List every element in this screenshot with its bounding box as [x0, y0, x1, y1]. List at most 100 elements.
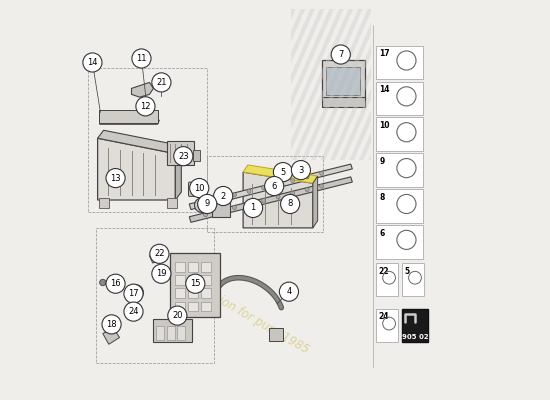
- Circle shape: [204, 213, 207, 217]
- Text: 7: 7: [338, 50, 343, 59]
- Circle shape: [102, 315, 121, 334]
- Circle shape: [136, 97, 155, 116]
- Circle shape: [233, 193, 236, 197]
- Circle shape: [233, 206, 236, 210]
- FancyBboxPatch shape: [188, 288, 197, 298]
- Text: 18: 18: [106, 320, 117, 329]
- Text: 21: 21: [156, 78, 167, 87]
- Polygon shape: [97, 138, 175, 200]
- Polygon shape: [150, 253, 167, 263]
- Text: 22: 22: [378, 266, 389, 276]
- Circle shape: [305, 175, 309, 179]
- Polygon shape: [189, 177, 353, 222]
- Circle shape: [276, 182, 280, 186]
- FancyBboxPatch shape: [177, 326, 185, 340]
- FancyBboxPatch shape: [376, 189, 423, 223]
- FancyBboxPatch shape: [201, 302, 211, 311]
- FancyBboxPatch shape: [376, 82, 423, 115]
- FancyBboxPatch shape: [167, 198, 177, 208]
- Circle shape: [83, 53, 102, 72]
- Text: 9: 9: [205, 200, 210, 208]
- Circle shape: [320, 184, 323, 188]
- Text: 17: 17: [379, 49, 390, 58]
- FancyBboxPatch shape: [175, 262, 184, 272]
- Polygon shape: [103, 328, 119, 344]
- Text: 17: 17: [128, 289, 139, 298]
- Polygon shape: [243, 172, 313, 228]
- Text: 23: 23: [178, 152, 189, 161]
- FancyBboxPatch shape: [376, 309, 398, 342]
- Text: 10: 10: [194, 184, 205, 192]
- Polygon shape: [100, 120, 160, 124]
- FancyBboxPatch shape: [175, 288, 184, 298]
- Polygon shape: [243, 165, 318, 183]
- Text: 8: 8: [379, 193, 385, 202]
- Circle shape: [290, 178, 295, 182]
- Polygon shape: [97, 130, 182, 154]
- FancyBboxPatch shape: [322, 97, 365, 107]
- FancyBboxPatch shape: [99, 110, 158, 123]
- FancyBboxPatch shape: [193, 150, 200, 160]
- FancyBboxPatch shape: [402, 263, 424, 296]
- FancyBboxPatch shape: [270, 328, 283, 341]
- FancyBboxPatch shape: [402, 309, 428, 342]
- FancyBboxPatch shape: [167, 142, 194, 165]
- FancyBboxPatch shape: [175, 302, 184, 311]
- FancyBboxPatch shape: [376, 153, 423, 187]
- Text: 24: 24: [378, 312, 389, 322]
- Circle shape: [247, 189, 251, 193]
- Circle shape: [218, 209, 222, 213]
- Circle shape: [290, 191, 295, 195]
- Text: 5: 5: [280, 168, 285, 176]
- Circle shape: [218, 196, 222, 200]
- Circle shape: [195, 198, 209, 212]
- Circle shape: [152, 73, 171, 92]
- FancyBboxPatch shape: [201, 262, 211, 272]
- Text: 2: 2: [221, 192, 226, 200]
- Circle shape: [128, 284, 144, 300]
- Circle shape: [262, 198, 266, 202]
- Circle shape: [197, 194, 217, 214]
- Circle shape: [279, 282, 299, 301]
- Circle shape: [320, 171, 323, 175]
- Text: 6: 6: [272, 182, 277, 190]
- FancyBboxPatch shape: [201, 275, 211, 285]
- FancyBboxPatch shape: [170, 253, 221, 317]
- Text: 20: 20: [172, 311, 183, 320]
- Circle shape: [124, 284, 143, 303]
- Circle shape: [292, 160, 311, 180]
- FancyBboxPatch shape: [322, 60, 366, 99]
- FancyBboxPatch shape: [156, 326, 164, 340]
- FancyBboxPatch shape: [188, 302, 197, 311]
- Text: a passion for pure 1985: a passion for pure 1985: [183, 275, 311, 356]
- FancyBboxPatch shape: [376, 263, 398, 296]
- FancyBboxPatch shape: [189, 182, 205, 196]
- Circle shape: [174, 146, 193, 166]
- FancyBboxPatch shape: [167, 326, 174, 340]
- FancyBboxPatch shape: [188, 262, 197, 272]
- Text: 11: 11: [136, 54, 147, 63]
- FancyBboxPatch shape: [153, 319, 192, 342]
- Text: 8: 8: [288, 200, 293, 208]
- Text: 13: 13: [110, 174, 121, 182]
- Circle shape: [213, 186, 233, 206]
- Text: 24: 24: [128, 307, 139, 316]
- Circle shape: [265, 176, 284, 196]
- Circle shape: [273, 162, 293, 182]
- Text: 15: 15: [190, 279, 201, 288]
- Polygon shape: [131, 82, 153, 97]
- Text: 19: 19: [156, 269, 167, 278]
- Circle shape: [204, 200, 207, 204]
- Text: 16: 16: [110, 279, 121, 288]
- Circle shape: [106, 274, 125, 293]
- FancyBboxPatch shape: [212, 196, 230, 217]
- FancyBboxPatch shape: [99, 198, 109, 208]
- Text: 12: 12: [140, 102, 151, 111]
- FancyBboxPatch shape: [376, 46, 423, 79]
- Text: 5: 5: [405, 266, 410, 276]
- FancyBboxPatch shape: [201, 288, 211, 298]
- Circle shape: [132, 49, 151, 68]
- Circle shape: [247, 202, 251, 206]
- Circle shape: [244, 198, 263, 218]
- Polygon shape: [189, 164, 353, 210]
